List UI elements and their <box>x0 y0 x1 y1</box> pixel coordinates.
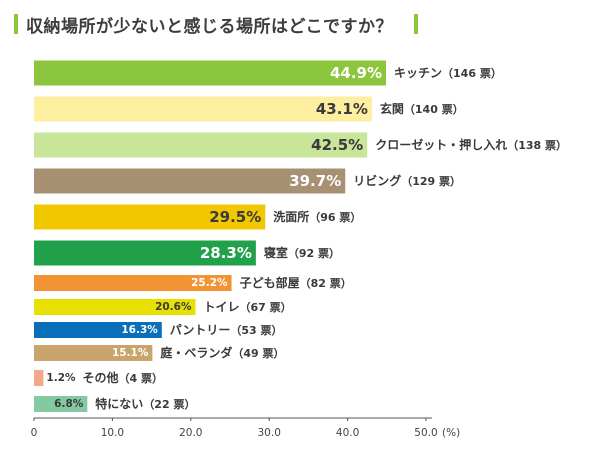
category-name: キッチン <box>394 66 442 80</box>
bar-category-label-11: その他（4 票） <box>83 370 163 385</box>
vote-count: （22 票） <box>143 398 195 411</box>
vote-count: （67 票） <box>240 301 292 314</box>
bar-value-label-8: 20.6% <box>155 301 192 313</box>
vote-count: （140 票） <box>404 103 464 116</box>
x-tick-label-3: 30.0 <box>258 427 281 439</box>
category-name: リビング <box>353 173 401 188</box>
category-name: トイレ <box>204 300 240 314</box>
bar-category-label-10: 庭・ベランダ（49 票） <box>160 345 284 360</box>
category-name: 特にない <box>95 396 143 411</box>
bar-category-label-4: リビング（129 票） <box>353 173 461 188</box>
bar-6 <box>34 240 256 266</box>
chart-title: 収納場所が少ないと感じる場所はどこですか？ <box>26 17 393 37</box>
bar-2 <box>34 96 372 122</box>
category-name: 寝室 <box>264 245 288 260</box>
bar-value-label-5: 29.5% <box>209 208 261 226</box>
bar-9 <box>34 322 162 338</box>
title-accent-left <box>14 14 18 34</box>
bar-value-label-4: 39.7% <box>289 172 341 190</box>
bar-category-label-1: キッチン（146 票） <box>394 66 502 80</box>
x-axis-unit: (%) <box>442 427 460 439</box>
vote-count: （146 票） <box>442 67 502 80</box>
vote-count: （138 票） <box>507 139 567 152</box>
x-tick-label-5: 50.0 <box>414 427 437 439</box>
bar-value-label-11: 1.2% <box>46 372 76 384</box>
bar-value-label-10: 15.1% <box>112 347 149 359</box>
category-name: 玄関 <box>380 101 404 116</box>
bar-category-label-5: 洗面所（96 票） <box>273 209 361 224</box>
bar-category-label-2: 玄関（140 票） <box>380 101 464 116</box>
bar-value-label-3: 42.5% <box>311 136 363 154</box>
bar-value-label-6: 28.3% <box>200 244 252 262</box>
bar-7 <box>34 275 232 291</box>
category-name: パントリー <box>170 323 231 337</box>
vote-count: （92 票） <box>288 247 340 260</box>
bar-category-label-12: 特にない（22 票） <box>95 396 195 411</box>
x-tick-label-4: 40.0 <box>336 427 359 439</box>
title-accent-right <box>414 14 418 34</box>
vote-count: （49 票） <box>232 347 284 360</box>
vote-count: （96 票） <box>309 211 361 224</box>
category-name: その他 <box>83 370 119 385</box>
bar-category-label-7: 子ども部屋（82 票） <box>240 275 352 290</box>
bar-12 <box>34 396 88 412</box>
bar-category-label-9: パントリー（53 票） <box>170 323 283 337</box>
bar-value-label-7: 25.2% <box>191 277 228 289</box>
bar-3 <box>34 132 368 158</box>
bar-5 <box>34 204 266 230</box>
vote-count: （4 票） <box>119 372 163 385</box>
vote-count: （129 票） <box>401 175 461 188</box>
category-name: クローゼット・押し入れ <box>375 137 507 152</box>
bar-category-label-8: トイレ（67 票） <box>204 300 292 314</box>
vote-count: （82 票） <box>300 277 352 290</box>
bar-10 <box>34 345 153 361</box>
bar-value-label-2: 43.1% <box>316 100 368 118</box>
bar-value-label-12: 6.8% <box>54 398 84 410</box>
bar-11 <box>34 370 44 386</box>
chart-title-block: 収納場所が少ないと感じる場所はどこですか？ <box>14 11 434 37</box>
vote-count: （53 票） <box>230 324 282 337</box>
bar-category-label-3: クローゼット・押し入れ（138 票） <box>375 137 567 152</box>
x-tick-label-1: 10.0 <box>101 427 124 439</box>
x-tick-label-0: 0 <box>31 427 38 439</box>
x-tick-label-2: 20.0 <box>179 427 202 439</box>
bar-8 <box>34 299 196 315</box>
bar-value-label-9: 16.3% <box>121 324 158 336</box>
bar-1 <box>34 60 387 86</box>
bar-value-label-1: 44.9% <box>330 64 382 82</box>
bar-category-label-6: 寝室（92 票） <box>264 245 340 260</box>
category-name: 子ども部屋 <box>240 275 300 290</box>
bar-4 <box>34 168 346 194</box>
category-name: 庭・ベランダ <box>160 345 232 360</box>
category-name: 洗面所 <box>273 209 309 224</box>
